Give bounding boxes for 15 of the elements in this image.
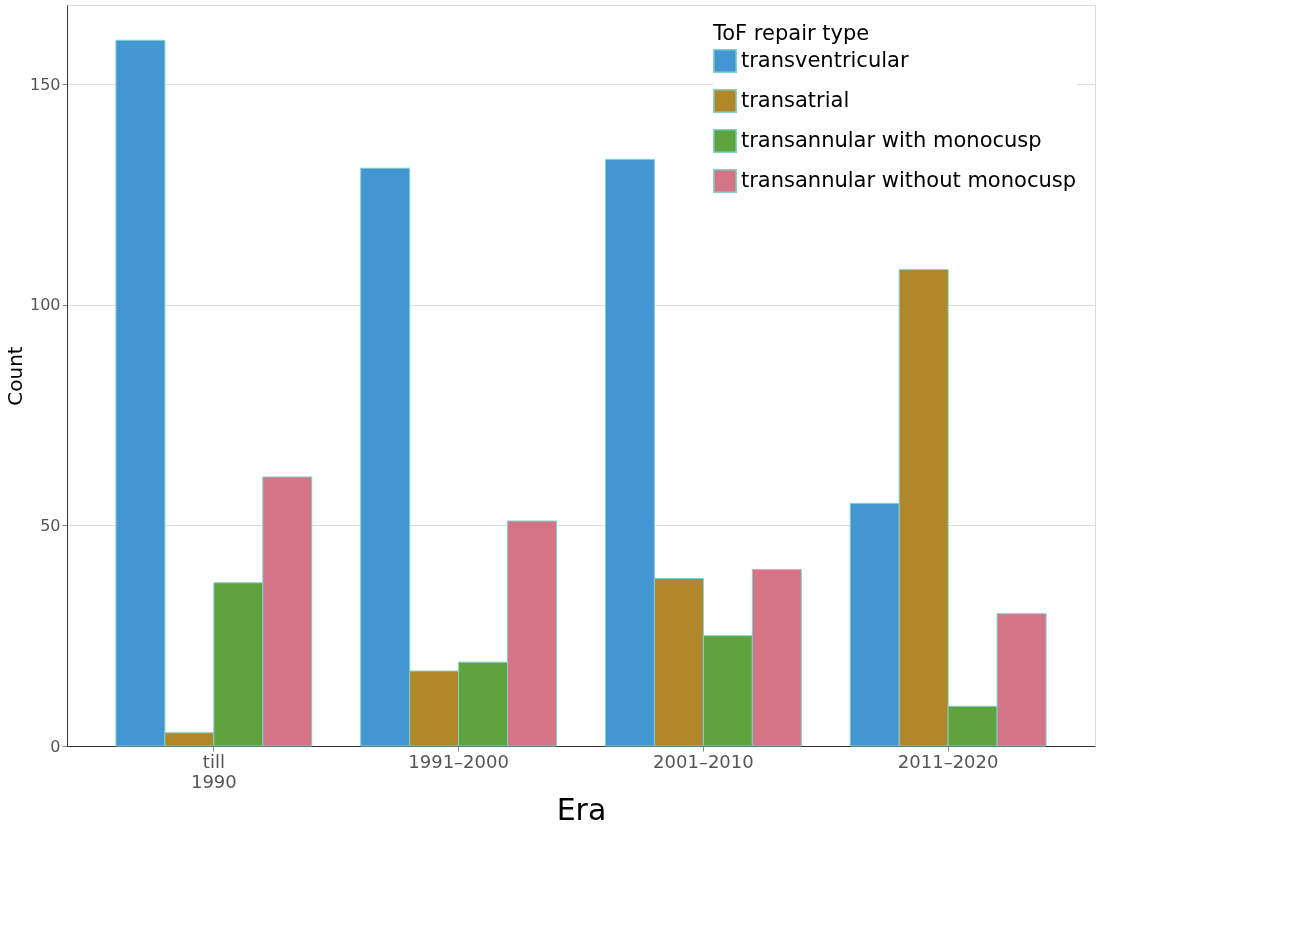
x-axis-title: Era <box>556 791 607 827</box>
y-tick-label: 150 <box>29 74 61 94</box>
legend-label: transannular with monocusp <box>741 128 1042 152</box>
legend-title: ToF repair type <box>712 21 870 45</box>
legend-label: transventricular <box>741 48 909 72</box>
y-tick-label: 50 <box>40 515 61 535</box>
y-axis-title: Count <box>2 346 27 406</box>
x-tick-label: 2001–2010 <box>653 750 754 772</box>
y-tick-label: 100 <box>29 295 61 315</box>
legend-label: transannular without monocusp <box>741 168 1077 192</box>
x-tick-label: 1991–2000 <box>408 750 509 772</box>
y-tick-label: 0 <box>50 736 61 756</box>
x-tick-label: till 1990 <box>190 750 237 792</box>
x-tick-label: 2011–2020 <box>897 750 999 772</box>
legend-label: transatrial <box>741 88 850 112</box>
